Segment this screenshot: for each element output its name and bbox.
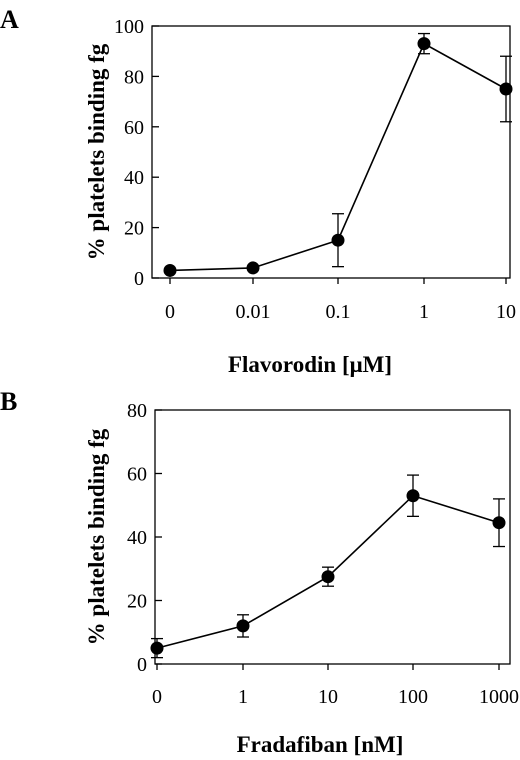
panel-a-points — [163, 37, 513, 277]
y-tick-label: 20 — [124, 218, 144, 240]
x-tick-label: 0.1 — [326, 301, 351, 323]
x-tick-label: 1000 — [479, 686, 519, 708]
panel-b-y-axis-title: % platelets binding fg — [84, 428, 109, 645]
x-tick-label: 100 — [398, 686, 428, 708]
x-tick-label: 1 — [238, 686, 248, 708]
panel-b-label: B — [0, 387, 17, 416]
panel-a-error-bars — [332, 32, 512, 268]
y-tick-label: 20 — [127, 591, 147, 613]
data-point — [150, 641, 164, 655]
x-tick-label: 10 — [318, 686, 338, 708]
panel-a-plot-frame — [151, 25, 511, 279]
data-point — [417, 37, 431, 51]
data-point — [236, 619, 250, 633]
y-tick-label: 0 — [137, 654, 147, 676]
panel-a-x-ticks: 0 0.01 0.1 1 10 — [165, 278, 516, 323]
data-point — [499, 82, 513, 96]
x-tick-label: 10 — [496, 301, 516, 323]
panel-b-y-ticks: 0 20 40 60 80 — [127, 400, 162, 676]
y-tick-label: 60 — [124, 117, 144, 139]
panel-b-x-ticks: 0 1 10 100 1000 — [152, 664, 519, 708]
data-point — [492, 516, 506, 530]
y-tick-label: 80 — [127, 400, 147, 422]
data-point — [246, 261, 260, 275]
x-tick-label: 1 — [419, 301, 429, 323]
x-tick-label: 0.01 — [236, 301, 271, 323]
y-tick-label: 40 — [127, 527, 147, 549]
y-tick-label: 100 — [114, 16, 144, 38]
panel-a-label: A — [0, 5, 19, 34]
data-point — [163, 263, 177, 277]
panel-b-error-bars — [151, 474, 505, 659]
panel-a-x-axis-title: Flavorodin [μM] — [228, 352, 392, 377]
data-point — [406, 489, 420, 503]
y-tick-label: 60 — [127, 464, 147, 486]
x-tick-label: 0 — [165, 301, 175, 323]
panel-a-y-ticks: 0 20 40 60 80 100 — [114, 16, 159, 290]
data-point — [331, 233, 345, 247]
x-tick-label: 0 — [152, 686, 162, 708]
y-tick-label: 80 — [124, 66, 144, 88]
y-tick-label: 0 — [134, 268, 144, 290]
panel-b-points — [150, 489, 506, 655]
panel-b-plot-frame — [154, 409, 511, 665]
panel-b-x-axis-title: Fradafiban [nM] — [237, 732, 404, 757]
data-point — [321, 570, 335, 584]
panel-a: A 0 20 40 60 80 100 0 0.01 0.1 1 10 Flavorodin [μ… — [0, 5, 516, 377]
panel-a-y-axis-title: % platelets binding fg — [84, 43, 109, 260]
y-tick-label: 40 — [124, 167, 144, 189]
